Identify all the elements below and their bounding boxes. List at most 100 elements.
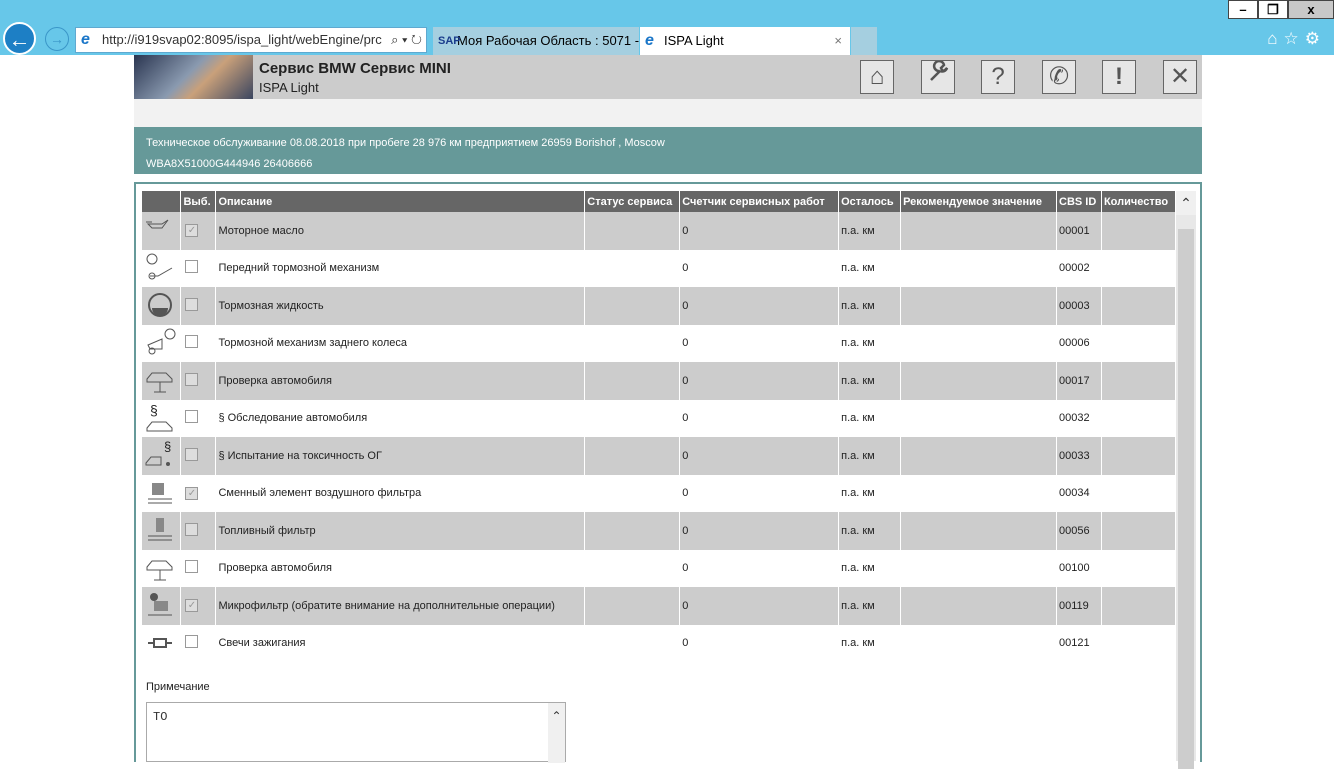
cbs-id-cell: 00100 [1056, 549, 1102, 587]
oil-can-icon [146, 219, 169, 229]
table-row[interactable]: Тормозная жидкость 0 п.а. км 00003 [142, 287, 1177, 325]
column-header: Статус сервиса [584, 191, 681, 212]
select-checkbox [185, 297, 199, 311]
quantity-cell [1101, 437, 1177, 475]
wrench-button[interactable] [921, 59, 955, 94]
description-cell: § Испытание на токсичность ОГ [215, 437, 586, 475]
remaining-cell: п.а. км [838, 474, 902, 512]
fuel-filter-icon [148, 518, 172, 541]
quantity-cell [1101, 474, 1177, 512]
description-cell: § Обследование автомобиля [215, 399, 586, 437]
select-cell [180, 512, 217, 550]
table-row[interactable]: § § Испытание на токсичность ОГ 0 п.а. км 00… [142, 437, 1177, 475]
recommended-cell [900, 249, 1057, 287]
notes-textarea[interactable]: TO ⌃ [146, 702, 566, 763]
ie-icon: e [645, 32, 654, 49]
select-checkbox [185, 447, 199, 461]
table-row[interactable]: Тормозной механизм заднего колеса 0 п.а. к… [142, 324, 1177, 362]
header-photo [134, 55, 253, 99]
row-icon-cell [142, 474, 182, 512]
table-row[interactable]: Проверка автомобиля 0 п.а. км 00017 [142, 362, 1177, 400]
wrench-icon [930, 59, 949, 81]
scroll-thumb[interactable] [1178, 229, 1194, 769]
select-checkbox: ✓ [185, 599, 199, 613]
cbs-id-cell: 00056 [1056, 512, 1102, 550]
table-row[interactable]: ✓ Моторное масло 0 п.а. км 00001 [142, 212, 1177, 250]
column-header: Выб. [180, 191, 217, 212]
remaining-cell: п.а. км [838, 624, 902, 662]
remaining-cell: п.а. км [838, 249, 902, 287]
column-header: Количество [1101, 191, 1177, 212]
cbs-id-cell: 00003 [1056, 287, 1102, 325]
table-row[interactable]: Свечи зажигания 0 п.а. км 00121 [142, 624, 1177, 662]
back-button[interactable]: ← [3, 22, 36, 55]
table-row[interactable]: ✓ Сменный элемент воздушного фильтра 0 п.а.… [142, 474, 1177, 512]
table-row[interactable]: Передний тормозной механизм 0 п.а. км 00002 [142, 249, 1177, 287]
phone-button[interactable]: ✆ [1042, 60, 1076, 94]
counter-cell: 0 [679, 362, 840, 400]
counter-cell: 0 [679, 474, 840, 512]
remaining-cell: п.а. км [838, 587, 902, 625]
address-bar[interactable]: e http://i919svap02:8095/ispa_light/webE… [75, 27, 427, 53]
browser-toolbar-icons[interactable]: ⌂☆⚙ [1267, 29, 1326, 48]
close-tab-icon[interactable]: × [834, 33, 842, 48]
status-cell [584, 287, 681, 325]
minimize-button[interactable]: – [1228, 0, 1258, 19]
counter-cell: 0 [679, 549, 840, 587]
new-tab-button[interactable] [851, 27, 877, 55]
quantity-cell [1101, 549, 1177, 587]
remaining-cell: п.а. км [838, 399, 902, 437]
column-header: Рекомендуемое значение [900, 191, 1057, 212]
remaining-cell: п.а. км [838, 512, 902, 550]
description-cell: Проверка автомобиля [215, 549, 586, 587]
description-cell: Проверка автомобиля [215, 362, 586, 400]
row-icon-cell [142, 549, 182, 587]
remaining-cell: п.а. км [838, 549, 902, 587]
description-cell: Сменный элемент воздушного фильтра [215, 474, 586, 512]
search-refresh-icons[interactable]: ⌕ ▾ ↻ [391, 32, 422, 47]
select-checkbox[interactable] [185, 560, 199, 574]
app-header: Сервис BMW Сервис MINI ISPA Light ⌂ ? ✆ … [134, 55, 1202, 99]
tab-workspace[interactable]: SAP Моя Рабочая Область : 5071 -... [433, 27, 639, 55]
alert-button[interactable]: ! [1102, 60, 1136, 94]
tab-label: ISPA Light [664, 33, 724, 48]
url-text: http://i919svap02:8095/ispa_light/webEng… [102, 32, 382, 47]
cbs-id-cell: 00006 [1056, 324, 1102, 362]
car-inspection-law-icon: § [146, 402, 173, 432]
recommended-cell [900, 587, 1057, 625]
scroll-up-button[interactable]: ⌃ [1176, 191, 1196, 215]
browser-chrome: – ❐ x ← → e http://i919svap02:8095/ispa_… [0, 0, 1334, 55]
status-cell [584, 399, 681, 437]
table-row[interactable]: § § Обследование автомобиля 0 п.а. км 00032 [142, 399, 1177, 437]
table-row[interactable]: ✓ Микрофильтр (обратите внимание на допол… [142, 587, 1177, 625]
select-checkbox[interactable] [185, 410, 199, 424]
close-window-button[interactable]: x [1288, 0, 1334, 19]
front-brake-icon [146, 253, 173, 280]
quantity-cell [1101, 287, 1177, 325]
forward-button[interactable]: → [45, 27, 69, 51]
description-cell: Передний тормозной механизм [215, 249, 586, 287]
select-cell [180, 437, 217, 475]
counter-cell: 0 [679, 287, 840, 325]
select-checkbox[interactable] [185, 335, 199, 349]
row-icon-cell [142, 324, 182, 362]
counter-cell: 0 [679, 512, 840, 550]
table-row[interactable]: Проверка автомобиля 0 п.а. км 00100 [142, 549, 1177, 587]
restore-button[interactable]: ❐ [1258, 0, 1288, 19]
subheader-bar [134, 99, 1202, 127]
home-button[interactable]: ⌂ [860, 60, 894, 94]
remaining-cell: п.а. км [838, 437, 902, 475]
counter-cell: 0 [679, 324, 840, 362]
help-button[interactable]: ? [981, 60, 1015, 94]
recommended-cell [900, 549, 1057, 587]
table-row[interactable]: Топливный фильтр 0 п.а. км 00056 [142, 512, 1177, 550]
select-checkbox[interactable] [185, 260, 199, 274]
scrollbar[interactable]: ⌃ [1176, 191, 1196, 769]
tab-ispa-light[interactable]: e ISPA Light × [640, 27, 850, 55]
select-checkbox[interactable] [185, 635, 199, 649]
description-cell: Тормозной механизм заднего колеса [215, 324, 586, 362]
quantity-cell [1101, 587, 1177, 625]
close-button[interactable]: ✕ [1163, 60, 1197, 94]
notes-scroll-up[interactable]: ⌃ [548, 703, 565, 763]
column-header: Счетчик сервисных работ [679, 191, 840, 212]
